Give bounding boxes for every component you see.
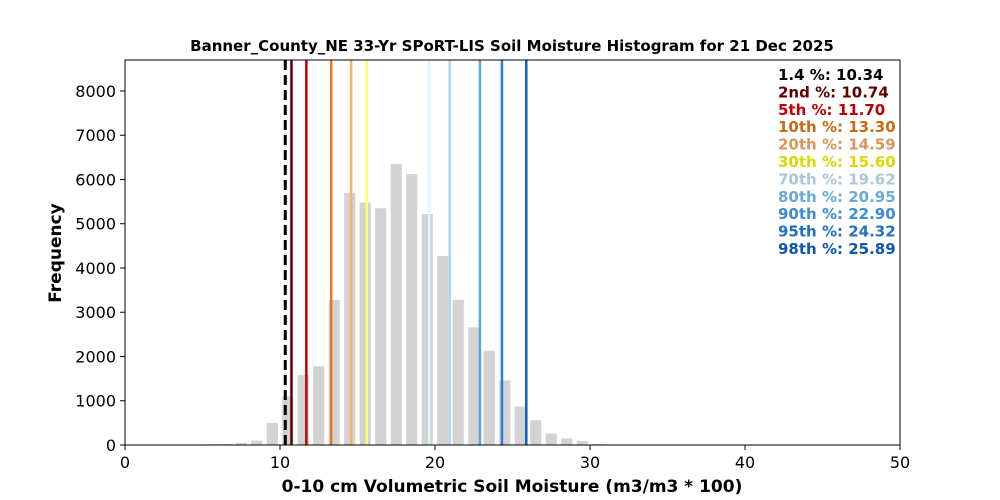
histogram-bar — [266, 422, 278, 445]
histogram-bar — [514, 406, 526, 445]
legend-entry: 30th %: 15.60 — [778, 153, 896, 171]
histogram-bar — [530, 420, 542, 445]
legend-label: 98th % — [778, 240, 837, 258]
legend-label: 5th % — [778, 101, 827, 119]
legend-entry: 20th %: 14.59 — [778, 136, 896, 154]
histogram-bar — [561, 438, 573, 445]
legend-label: 2nd % — [778, 83, 830, 101]
legend-value: : 15.60 — [837, 153, 896, 171]
histogram-bar — [328, 299, 340, 445]
legend-entry: 10th %: 13.30 — [778, 118, 896, 136]
legend-value: : 10.34 — [825, 66, 884, 84]
legend-label: 30th % — [778, 153, 837, 171]
legend-entry: 1.4 %: 10.34 — [778, 66, 884, 84]
histogram-bar — [452, 299, 464, 445]
x-tick-label: 50 — [890, 453, 910, 472]
legend-label: 10th % — [778, 118, 837, 136]
histogram-bar — [576, 441, 588, 445]
chart-title: Banner_County_NE 33-Yr SPoRT-LIS Soil Mo… — [190, 37, 834, 55]
histogram-bar — [468, 327, 480, 445]
plot-frame — [124, 59, 901, 446]
y-tick-label: 5000 — [75, 215, 116, 234]
histogram-bar — [483, 350, 495, 445]
legend-value: : 22.90 — [837, 205, 896, 223]
legend-value: : 19.62 — [837, 170, 896, 188]
histogram-bar — [344, 192, 356, 445]
legend-entry: 2nd %: 10.74 — [778, 83, 889, 101]
histogram-bar — [437, 256, 449, 445]
histogram-bar — [406, 174, 418, 445]
x-tick-label: 10 — [270, 453, 290, 472]
y-tick-label: 3000 — [75, 303, 116, 322]
legend-entry: 70th %: 19.62 — [778, 170, 896, 188]
histogram-bar — [297, 375, 309, 445]
histogram-bar — [375, 208, 387, 445]
legend-value: : 25.89 — [837, 240, 896, 258]
x-tick-label: 40 — [735, 453, 755, 472]
histogram-bar — [220, 443, 232, 445]
histogram-bar — [251, 440, 263, 445]
y-tick-label: 0 — [106, 436, 116, 455]
legend-value: : 10.74 — [830, 83, 889, 101]
x-tick-label: 30 — [580, 453, 600, 472]
legend-value: : 20.95 — [837, 188, 896, 206]
histogram-bar — [390, 163, 402, 445]
axes — [124, 59, 901, 446]
legend-value: : 24.32 — [837, 223, 896, 241]
y-tick-label: 6000 — [75, 170, 116, 189]
y-tick-label: 4000 — [75, 259, 116, 278]
legend-label: 20th % — [778, 136, 837, 154]
y-axis-label: Frequency — [46, 203, 66, 303]
legend-entry: 80th %: 20.95 — [778, 188, 896, 206]
legend-label: 70th % — [778, 170, 837, 188]
y-tick-label: 2000 — [75, 347, 116, 366]
legend-value: : 13.30 — [837, 118, 896, 136]
legend-label: 1.4 % — [778, 66, 825, 84]
histogram-bar — [359, 202, 371, 445]
x-tick-label: 20 — [425, 453, 445, 472]
legend-entry: 95th %: 24.32 — [778, 223, 896, 241]
y-tick-label: 1000 — [75, 392, 116, 411]
percentile-lines — [283, 60, 528, 445]
histogram-bar — [313, 366, 325, 445]
legend-entry: 98th %: 25.89 — [778, 240, 896, 258]
legend-label: 90th % — [778, 205, 837, 223]
histogram-bar — [235, 442, 247, 445]
legend-label: 95th % — [778, 223, 837, 241]
histogram-bar — [499, 380, 511, 445]
y-tick-label: 8000 — [75, 82, 116, 101]
legend-entry: 5th %: 11.70 — [778, 101, 885, 119]
histogram-bars — [204, 163, 604, 445]
legend-value: : 14.59 — [837, 136, 896, 154]
legend-value: : 11.70 — [827, 101, 886, 119]
legend-entry: 90th %: 22.90 — [778, 205, 896, 223]
x-tick-label: 0 — [120, 453, 130, 472]
x-axis-label: 0-10 cm Volumetric Soil Moisture (m3/m3 … — [282, 477, 743, 497]
axis-ticks: 0 10 20 30 40 50 0 1000 2000 3000 4000 5000 6000 7000… — [75, 82, 910, 472]
histogram-bar — [421, 214, 433, 445]
histogram-bar — [282, 396, 294, 445]
y-tick-label: 7000 — [75, 126, 116, 145]
histogram-bar — [545, 433, 557, 445]
legend-label: 80th % — [778, 188, 837, 206]
